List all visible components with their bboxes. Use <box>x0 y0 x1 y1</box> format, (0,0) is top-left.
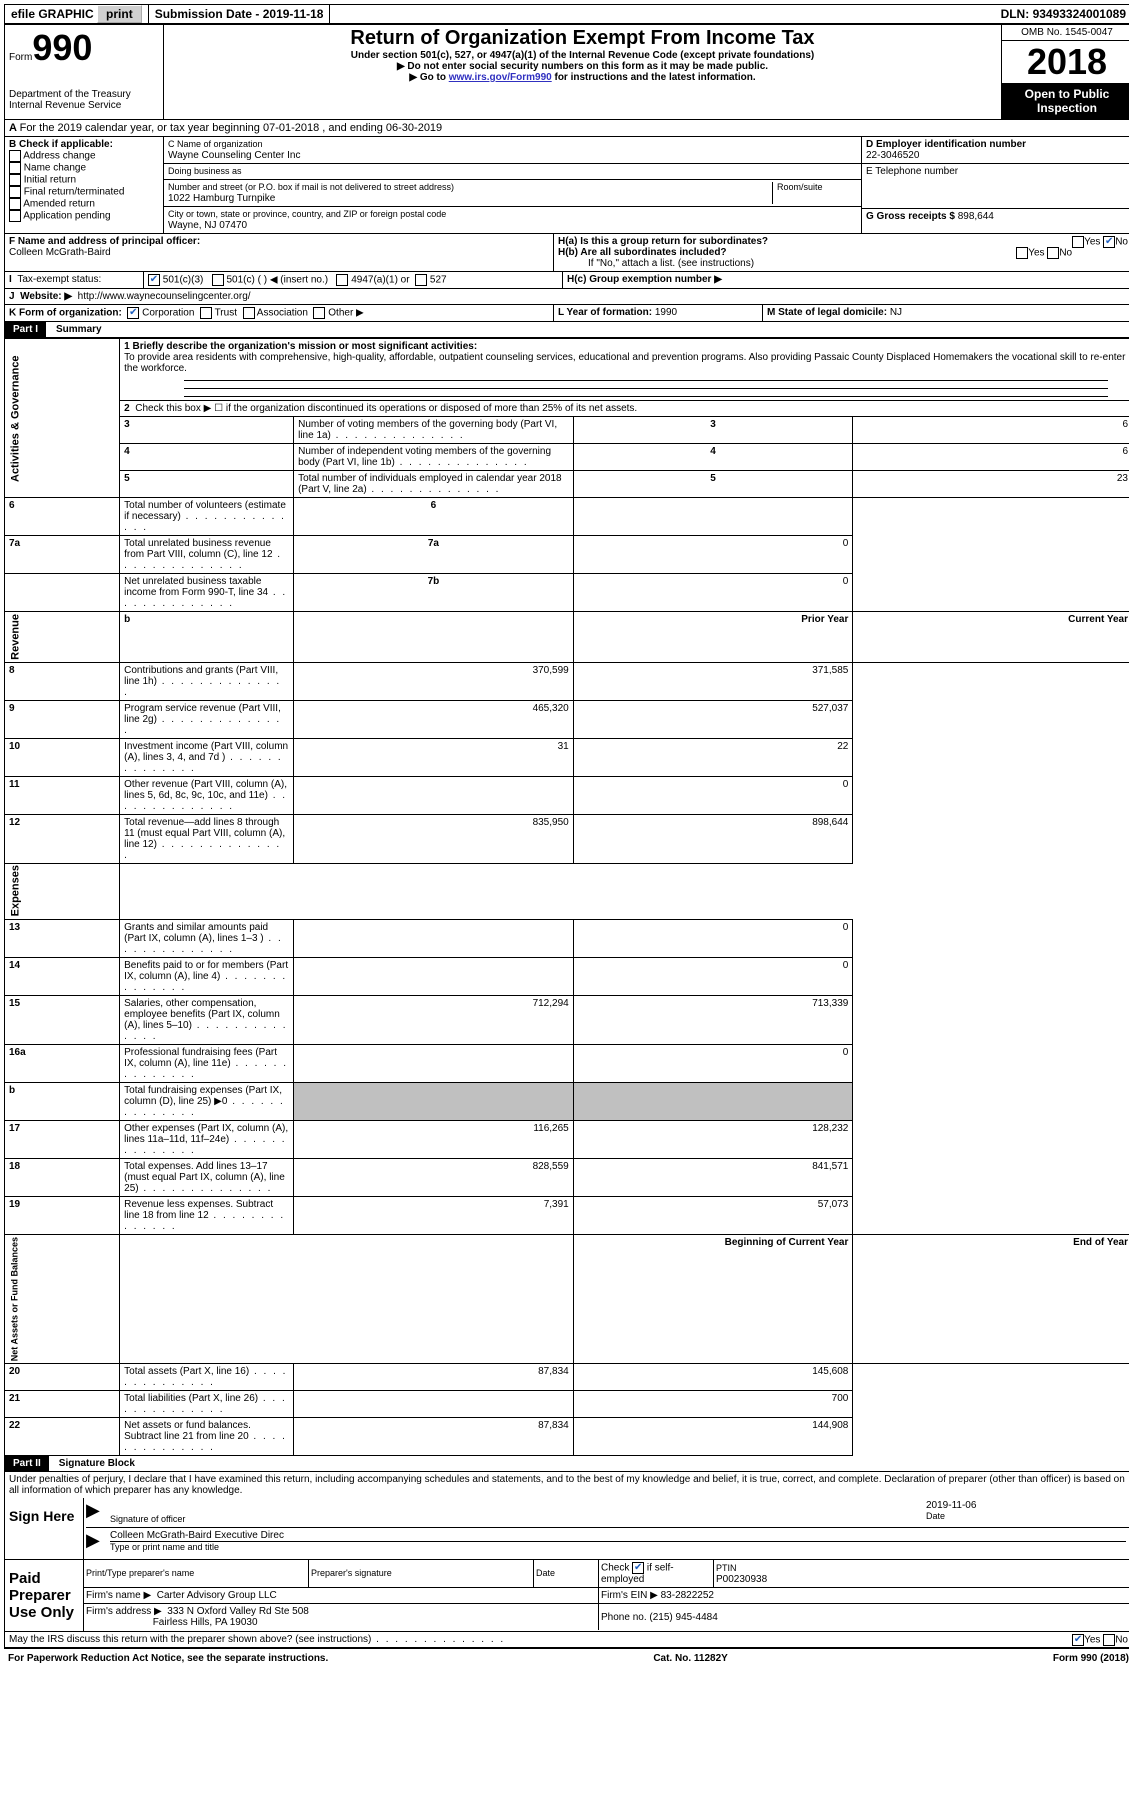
box-d: D Employer identification number22-30465… <box>862 137 1129 164</box>
cb-4947[interactable] <box>336 274 348 286</box>
hb-yes[interactable] <box>1016 247 1028 259</box>
table-row: 16aProfessional fundraising fees (Part I… <box>5 1045 1129 1083</box>
exp-label: Expenses <box>5 863 120 919</box>
cb-selfemp[interactable] <box>632 1562 644 1574</box>
table-row: 9Program service revenue (Part VIII, lin… <box>5 700 1129 738</box>
table-row: 22Net assets or fund balances. Subtract … <box>5 1418 1129 1456</box>
box-c: C Name of organizationWayne Counseling C… <box>164 137 862 233</box>
cb-trust[interactable] <box>200 307 212 319</box>
table-row: bTotal fundraising expenses (Part IX, co… <box>5 1083 1129 1121</box>
table-row: 21Total liabilities (Part X, line 26)700 <box>5 1391 1129 1418</box>
form-header: Form990 Department of the Treasury Inter… <box>4 24 1129 120</box>
print-button[interactable]: print <box>97 5 142 23</box>
box-e: E Telephone number <box>862 164 1129 209</box>
table-row: 20Total assets (Part X, line 16)87,83414… <box>5 1364 1129 1391</box>
row-fh: F Name and address of principal officer:… <box>4 234 1129 272</box>
net-label: Net Assets or Fund Balances <box>5 1235 120 1364</box>
table-row: 8Contributions and grants (Part VIII, li… <box>5 662 1129 700</box>
sub3: ▶ Go to www.irs.gov/Form990 for instruct… <box>166 72 999 83</box>
discuss-row: May the IRS discuss this return with the… <box>4 1632 1129 1648</box>
mission: To provide area residents with comprehen… <box>124 352 1125 374</box>
box-hc: H(c) Group exemption number ▶ <box>563 272 1129 288</box>
discuss-yes[interactable] <box>1072 1634 1084 1646</box>
firm-phone: (215) 945-4484 <box>649 1612 717 1623</box>
row-i: I Tax-exempt status: 501(c)(3) 501(c) ( … <box>4 272 1129 289</box>
cb-527[interactable] <box>415 274 427 286</box>
submission-date: Submission Date - 2019-11-18 <box>149 5 331 23</box>
cb-pending[interactable] <box>9 210 21 222</box>
cb-other[interactable] <box>313 307 325 319</box>
part1-table: Activities & Governance 1 Briefly descri… <box>4 338 1129 1456</box>
box-h: H(a) Is this a group return for subordin… <box>554 234 1129 271</box>
table-row: 17Other expenses (Part IX, column (A), l… <box>5 1121 1129 1159</box>
table-row: 15Salaries, other compensation, employee… <box>5 996 1129 1045</box>
row-klm: K Form of organization: Corporation Trus… <box>4 305 1129 322</box>
paid-preparer-block: Paid Preparer Use Only Print/Type prepar… <box>4 1560 1129 1632</box>
org-name: Wayne Counseling Center Inc <box>168 150 300 161</box>
cb-corp[interactable] <box>127 307 139 319</box>
org-address: 1022 Hamburg Turnpike <box>168 193 275 204</box>
rev-label: Revenue <box>5 612 120 663</box>
page-footer: For Paperwork Reduction Act Notice, see … <box>4 1648 1129 1668</box>
omb-number: OMB No. 1545-0047 <box>1002 25 1129 41</box>
cb-assoc[interactable] <box>243 307 255 319</box>
cb-amended[interactable] <box>9 198 21 210</box>
gov-label: Activities & Governance <box>5 339 120 498</box>
entity-block: B Check if applicable: Address change Na… <box>4 136 1129 234</box>
ha-yes[interactable] <box>1072 236 1084 248</box>
ha-no[interactable] <box>1103 236 1115 248</box>
discuss-no[interactable] <box>1103 1634 1115 1646</box>
firm-name: Carter Advisory Group LLC <box>157 1590 277 1601</box>
cb-final[interactable] <box>9 186 21 198</box>
table-row: 10Investment income (Part VIII, column (… <box>5 738 1129 776</box>
part1-header: Part I Summary <box>4 322 1129 338</box>
form-title: Return of Organization Exempt From Incom… <box>166 27 999 50</box>
table-row: 13Grants and similar amounts paid (Part … <box>5 920 1129 958</box>
table-row: 19Revenue less expenses. Subtract line 1… <box>5 1197 1129 1235</box>
row-j: J Website: ▶ http://www.waynecounselingc… <box>4 289 1129 305</box>
website[interactable]: http://www.waynecounselingcenter.org/ <box>78 291 251 302</box>
officer-name: Colleen McGrath-Baird Executive Direc <box>110 1530 284 1541</box>
tax-year: 2018 <box>1002 41 1129 83</box>
box-b: B Check if applicable: Address change Na… <box>5 137 164 233</box>
cb-501c[interactable] <box>212 274 224 286</box>
inspection-label: Open to Public Inspection <box>1002 83 1129 119</box>
sub1: Under section 501(c), 527, or 4947(a)(1)… <box>166 50 999 61</box>
table-row: 12Total revenue—add lines 8 through 11 (… <box>5 814 1129 863</box>
form-label: Form <box>9 52 32 63</box>
efile-label: efile GRAPHIC print <box>5 5 149 23</box>
jurat: Under penalties of perjury, I declare th… <box>4 1472 1129 1498</box>
box-g: G Gross receipts $ 898,644 <box>862 209 1129 224</box>
dept-label: Department of the Treasury Internal Reve… <box>9 89 159 111</box>
table-row: 14Benefits paid to or for members (Part … <box>5 958 1129 996</box>
top-bar: efile GRAPHIC print Submission Date - 20… <box>4 4 1129 24</box>
org-city: Wayne, NJ 07470 <box>168 220 247 231</box>
sign-here-block: Sign Here ▶ Signature of officer 2019-11… <box>4 1498 1129 1560</box>
dln: DLN: 93493324001089 <box>995 5 1129 23</box>
part2-header: Part II Signature Block <box>4 1456 1129 1472</box>
ptin: P00230938 <box>716 1574 767 1585</box>
table-row: 18Total expenses. Add lines 13–17 (must … <box>5 1159 1129 1197</box>
firm-addr1: 333 N Oxford Valley Rd Ste 508 <box>167 1606 309 1617</box>
cb-501c3[interactable] <box>148 274 160 286</box>
cb-address[interactable] <box>9 150 21 162</box>
cb-name[interactable] <box>9 162 21 174</box>
line-a: A For the 2019 calendar year, or tax yea… <box>4 120 1129 136</box>
cb-initial[interactable] <box>9 174 21 186</box>
irs-link[interactable]: www.irs.gov/Form990 <box>449 72 552 83</box>
sign-date: 2019-11-06 <box>926 1500 976 1511</box>
sub2: ▶ Do not enter social security numbers o… <box>166 61 999 72</box>
hb-no[interactable] <box>1047 247 1059 259</box>
table-row: 11Other revenue (Part VIII, column (A), … <box>5 776 1129 814</box>
firm-ein: 83-2822252 <box>661 1590 714 1601</box>
form-number: 990 <box>32 27 92 68</box>
box-f: F Name and address of principal officer:… <box>5 234 554 271</box>
